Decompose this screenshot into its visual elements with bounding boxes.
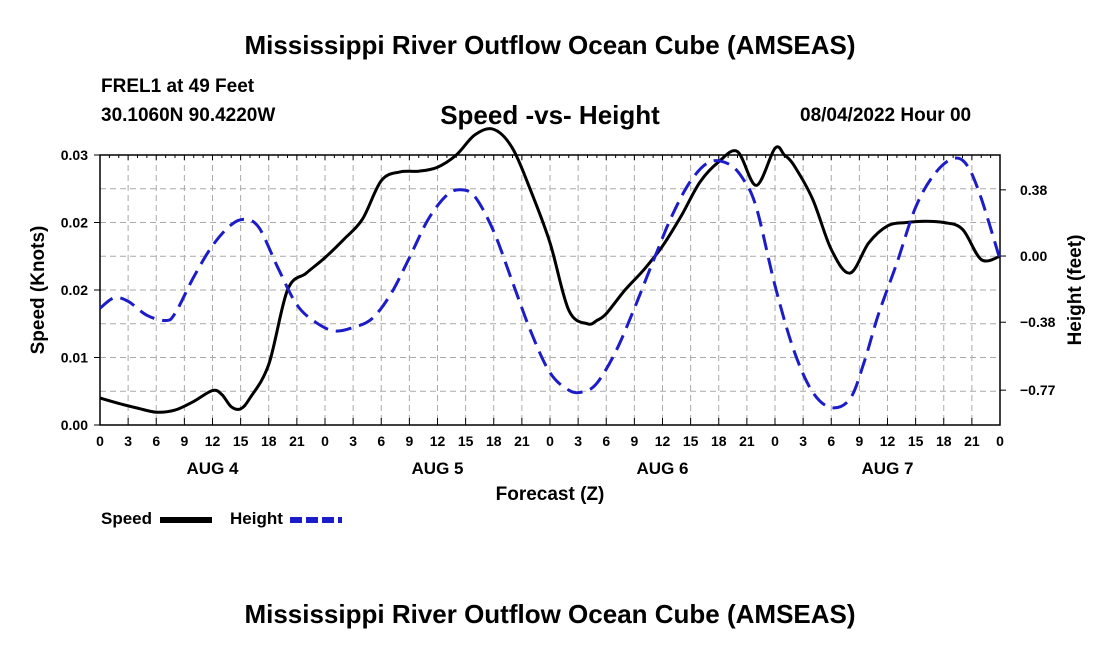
x-day-label: AUG 5 [412, 459, 464, 478]
x-tick-label: 3 [124, 433, 132, 449]
x-tick-label: 18 [711, 433, 727, 449]
series-line-speed [99, 127, 1001, 414]
x-tick-label: 21 [739, 433, 755, 449]
x-tick-label: 6 [602, 433, 610, 449]
x-tick-label: 21 [964, 433, 980, 449]
x-tick-label: 15 [908, 433, 924, 449]
next-chart-title: Mississippi River Outflow Ocean Cube (AM… [244, 599, 856, 629]
x-tick-label: 9 [405, 433, 413, 449]
y-axis-label: Speed (Knots) [28, 226, 49, 355]
x-day-label: AUG 4 [187, 459, 240, 478]
station-label: FREL1 at 49 Feet [101, 76, 255, 97]
x-tick-label: 9 [180, 433, 188, 449]
x-tick-label: 9 [855, 433, 863, 449]
x-tick-label: 18 [486, 433, 502, 449]
forecast-datetime: 08/04/2022 Hour 00 [800, 105, 972, 126]
x-tick-label: 12 [880, 433, 896, 449]
y2-axis-label: Height (feet) [1065, 235, 1086, 346]
x-tick-label: 15 [458, 433, 474, 449]
x-day-label: AUG 6 [637, 459, 689, 478]
x-tick-label: 18 [936, 433, 952, 449]
x-tick-label: 0 [771, 433, 779, 449]
x-day-label: AUG 7 [862, 459, 914, 478]
x-tick-label: 6 [152, 433, 160, 449]
legend-speed-swatch [160, 517, 212, 523]
y2-tick-label: −0.38 [1020, 314, 1056, 330]
x-tick-label: 18 [261, 433, 277, 449]
y-tick-label: 0.02 [61, 282, 88, 298]
x-tick-label: 15 [683, 433, 699, 449]
x-tick-label: 21 [289, 433, 305, 449]
legend-height-swatch [290, 517, 342, 523]
y2-tick-label: −0.77 [1020, 382, 1056, 398]
x-axis-label: Forecast (Z) [496, 484, 605, 505]
x-tick-label: 0 [546, 433, 554, 449]
legend-speed-label: Speed [101, 509, 153, 528]
station-coordinates: 30.1060N 90.4220W [101, 105, 276, 126]
x-tick-label: 3 [349, 433, 357, 449]
x-tick-label: 0 [96, 433, 104, 449]
y-tick-label: 0.02 [61, 215, 88, 231]
x-tick-label: 9 [630, 433, 638, 449]
x-tick-label: 3 [574, 433, 582, 449]
x-tick-label: 21 [514, 433, 530, 449]
legend-height-label: Height [230, 509, 283, 528]
y2-tick-label: 0.00 [1020, 248, 1047, 264]
series-line-height [99, 156, 1002, 410]
y2-tick-label: 0.38 [1020, 182, 1047, 198]
x-tick-label: 0 [321, 433, 329, 449]
chart-title: Mississippi River Outflow Ocean Cube (AM… [244, 30, 856, 60]
x-tick-label: 12 [205, 433, 221, 449]
x-tick-label: 12 [430, 433, 446, 449]
chart-subtitle: Speed -vs- Height [440, 100, 660, 130]
x-tick-label: 0 [996, 433, 1004, 449]
x-tick-label: 3 [799, 433, 807, 449]
y-tick-label: 0.01 [61, 350, 88, 366]
x-tick-label: 15 [233, 433, 249, 449]
x-tick-label: 6 [377, 433, 385, 449]
x-tick-label: 12 [655, 433, 671, 449]
y-tick-label: 0.03 [61, 147, 88, 163]
y-tick-label: 0.00 [61, 417, 88, 433]
x-tick-label: 6 [827, 433, 835, 449]
